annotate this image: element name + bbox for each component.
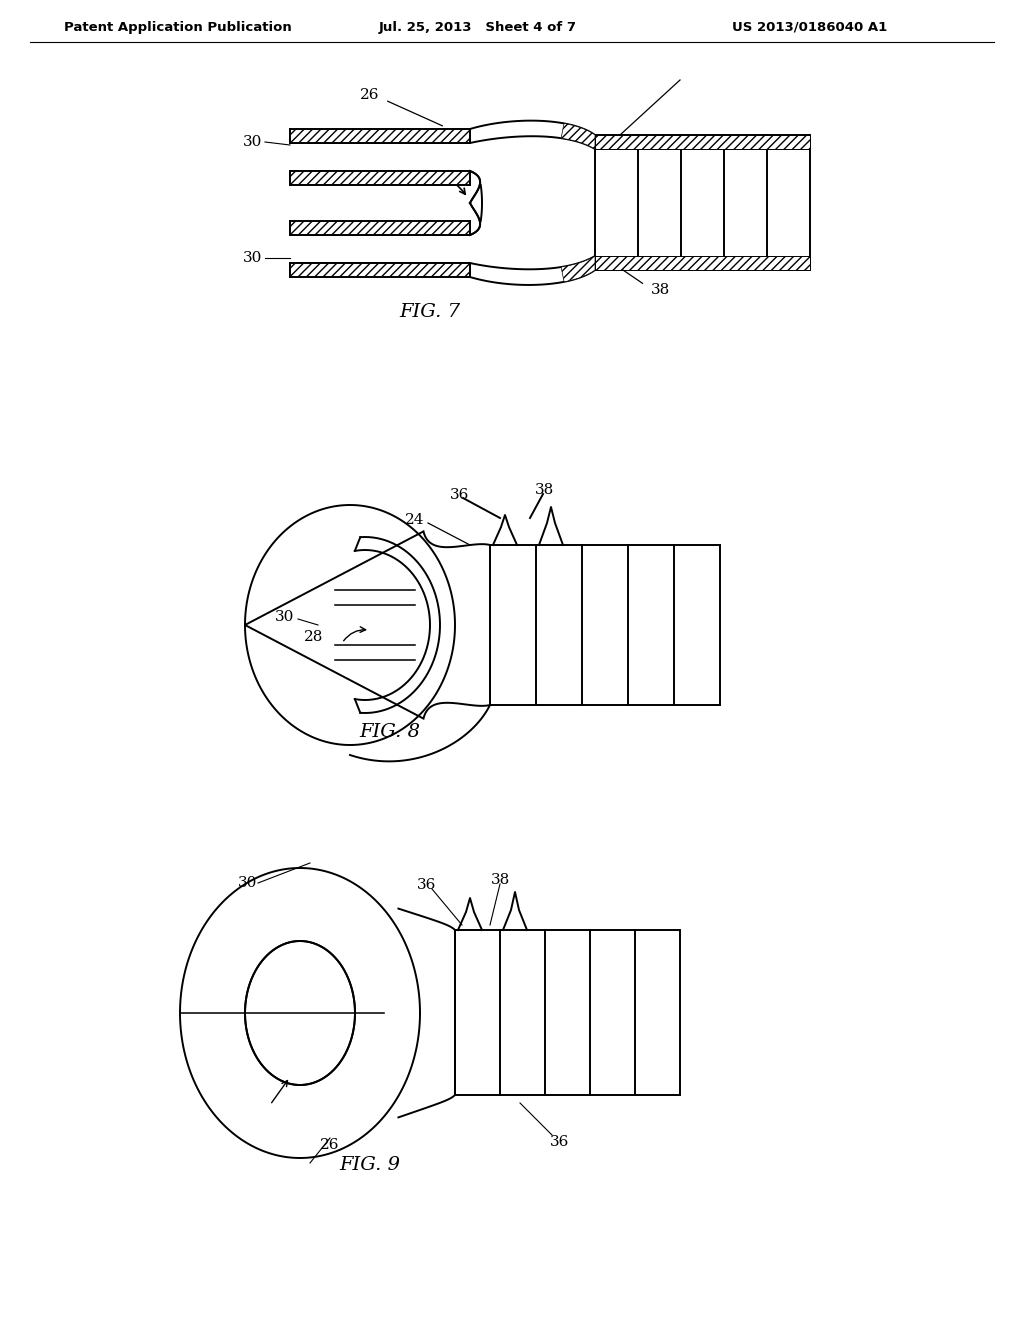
Text: 36: 36 — [418, 878, 436, 892]
Polygon shape — [290, 172, 470, 185]
Text: FIG. 8: FIG. 8 — [359, 723, 421, 741]
Text: 26: 26 — [360, 88, 380, 102]
Polygon shape — [245, 506, 490, 744]
Text: Patent Application Publication: Patent Application Publication — [65, 21, 292, 33]
Text: US 2013/0186040 A1: US 2013/0186040 A1 — [732, 21, 888, 33]
Text: Jul. 25, 2013   Sheet 4 of 7: Jul. 25, 2013 Sheet 4 of 7 — [379, 21, 577, 33]
Polygon shape — [455, 931, 680, 1096]
Text: 30: 30 — [275, 610, 295, 624]
Polygon shape — [245, 941, 355, 1085]
Polygon shape — [290, 129, 470, 143]
Text: 28: 28 — [321, 174, 340, 187]
Text: 38: 38 — [650, 282, 670, 297]
Text: FIG. 7: FIG. 7 — [399, 304, 461, 321]
Text: FIG. 9: FIG. 9 — [340, 1156, 400, 1173]
Polygon shape — [290, 263, 470, 277]
Polygon shape — [490, 545, 720, 705]
Text: 30: 30 — [244, 135, 263, 149]
Text: 28: 28 — [304, 630, 323, 644]
Polygon shape — [595, 135, 810, 149]
Text: 30: 30 — [244, 251, 263, 265]
Text: 38: 38 — [536, 483, 555, 498]
Polygon shape — [470, 191, 477, 235]
Text: 36: 36 — [451, 488, 470, 502]
Polygon shape — [290, 220, 470, 235]
Text: 36: 36 — [550, 1135, 569, 1148]
Polygon shape — [595, 256, 810, 271]
Text: 24: 24 — [406, 513, 425, 527]
Polygon shape — [561, 123, 595, 149]
Text: 30: 30 — [239, 876, 258, 890]
Polygon shape — [561, 256, 595, 281]
Text: 26: 26 — [321, 1138, 340, 1152]
Text: 38: 38 — [490, 873, 510, 887]
Polygon shape — [595, 135, 810, 271]
